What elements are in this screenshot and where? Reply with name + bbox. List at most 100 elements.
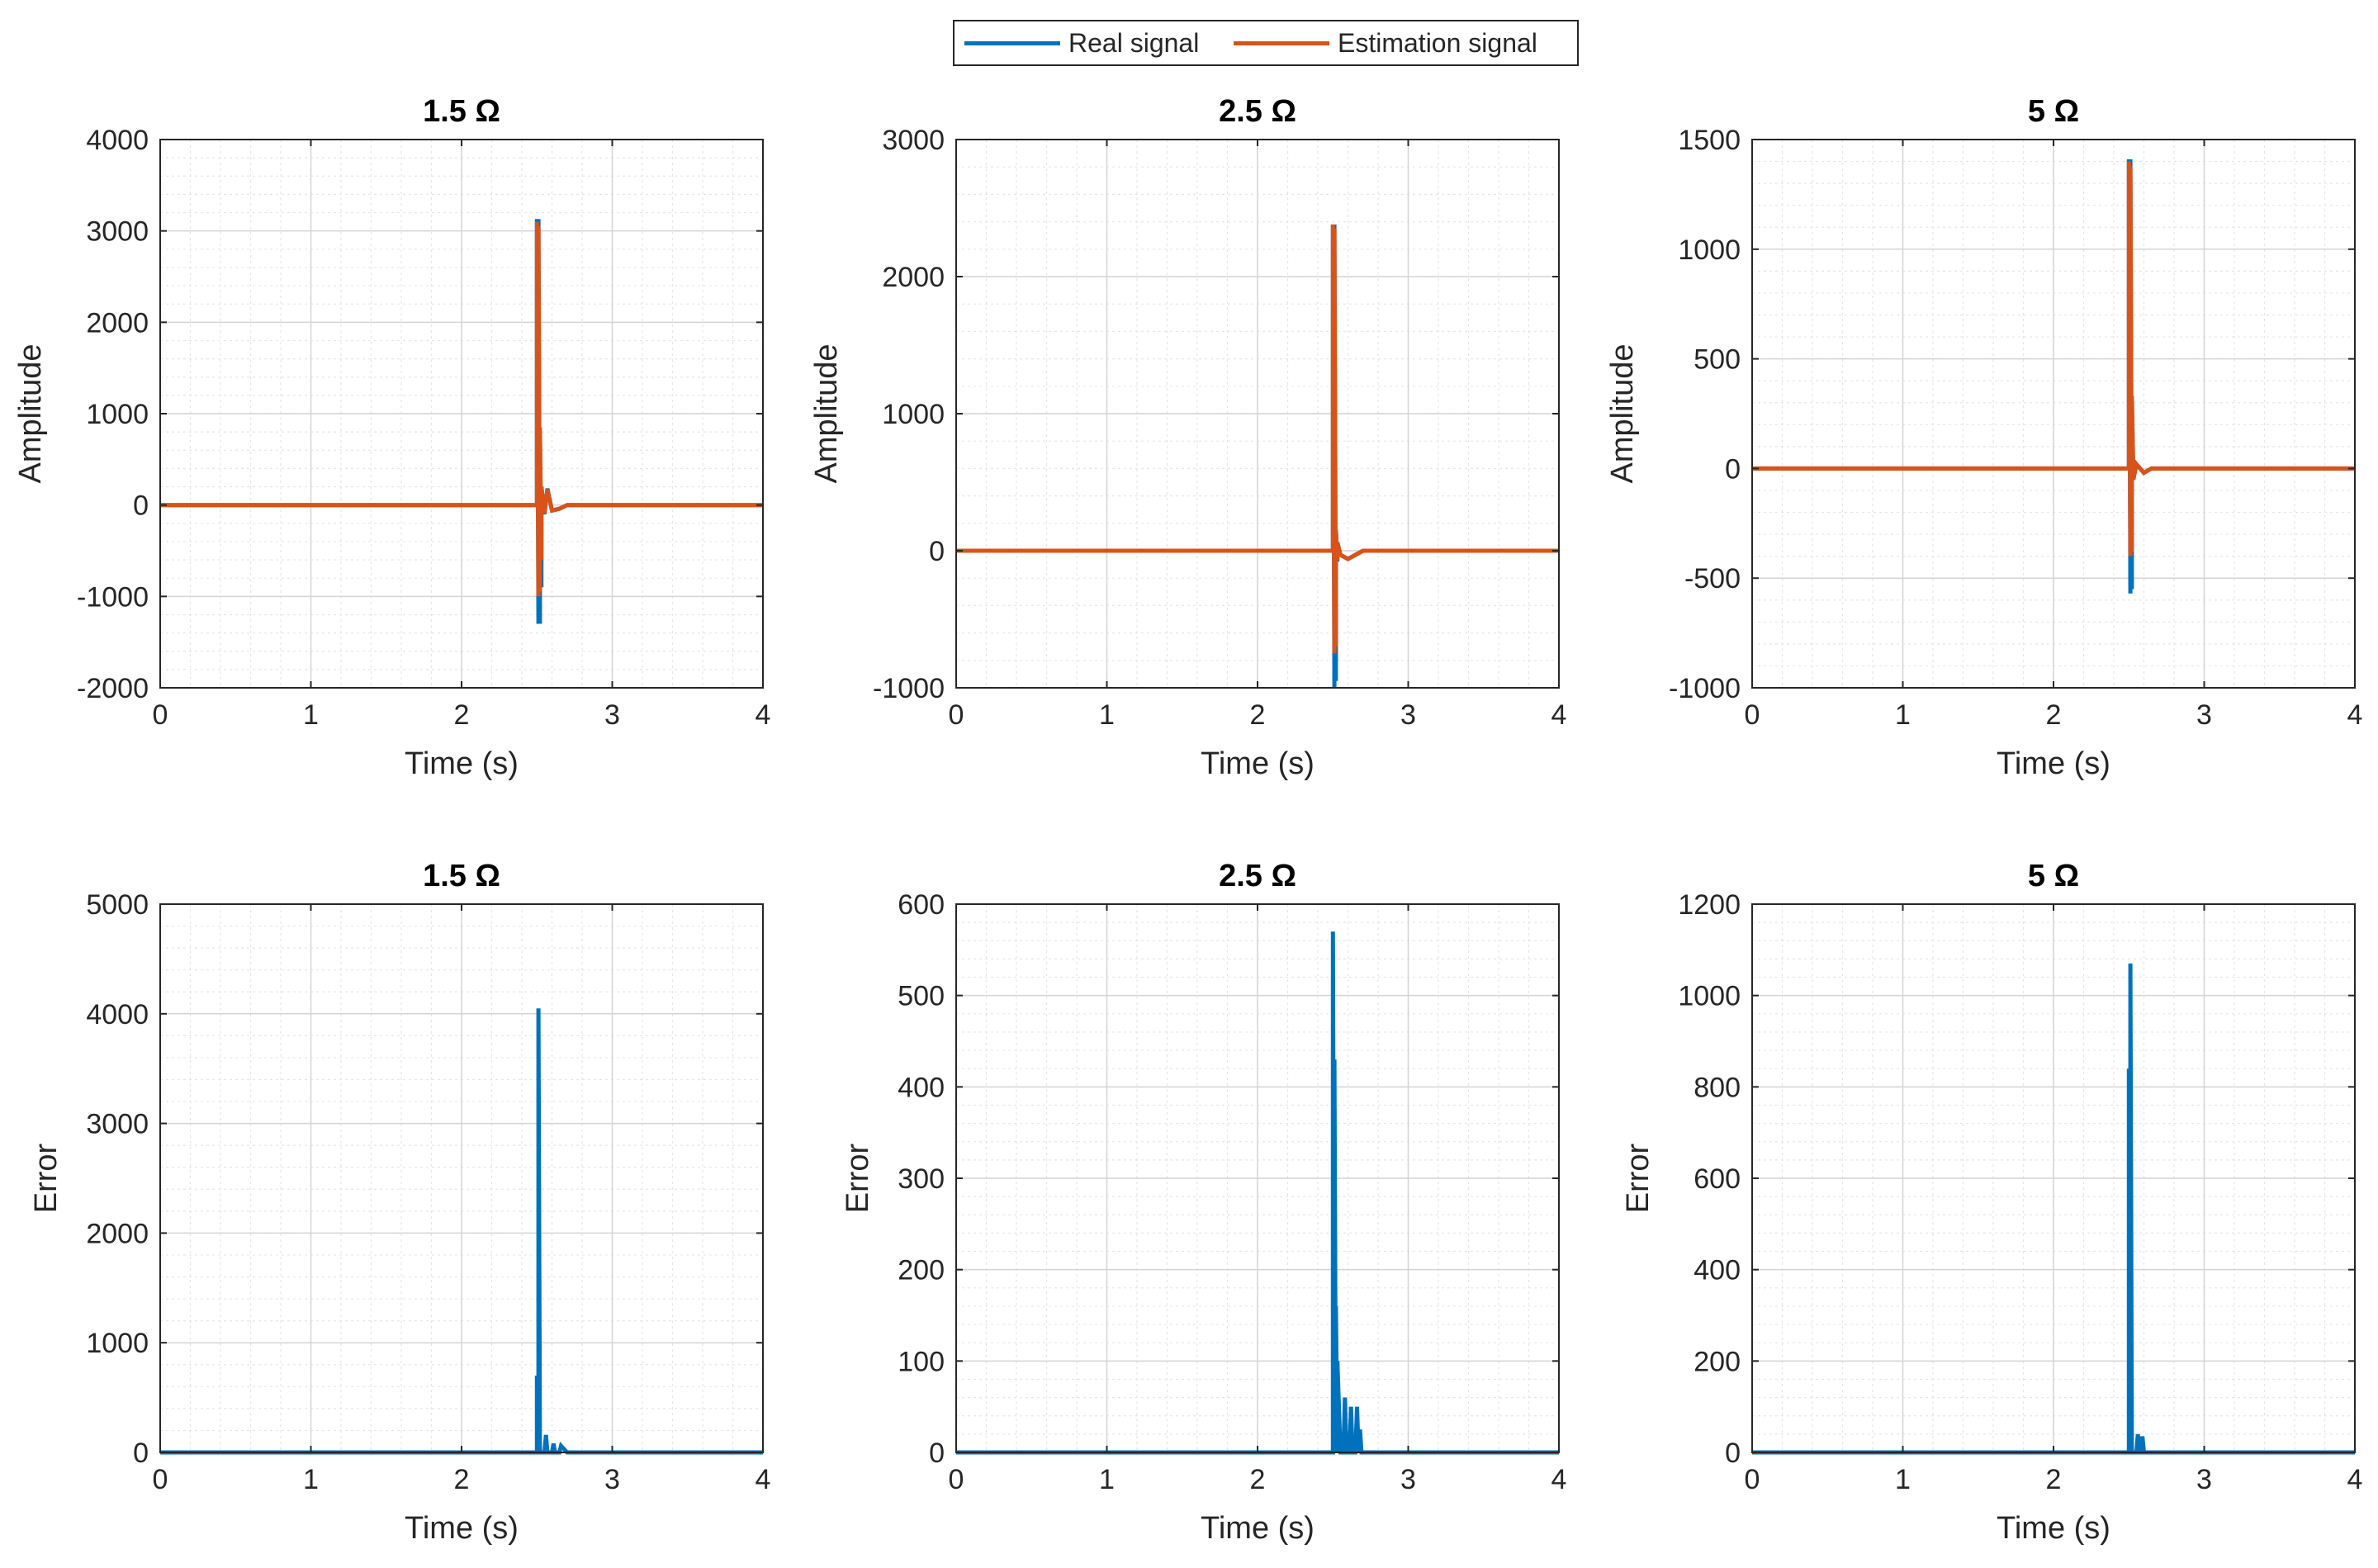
chart-title: 1.5 Ω [423, 859, 500, 893]
y-tick-label: 300 [898, 1163, 945, 1195]
y-tick-label: 500 [898, 981, 945, 1012]
legend-label-real: Real signal [1068, 27, 1200, 58]
y-tick-label: 5000 [86, 889, 149, 921]
y-tick-label: 1200 [1678, 889, 1741, 921]
y-tick-label: 1000 [1678, 981, 1741, 1012]
chart-title: 5 Ω [2028, 859, 2079, 893]
series-line-estimation [956, 224, 1559, 654]
y-tick-label: 1000 [1678, 234, 1741, 266]
x-tick-label: 0 [153, 699, 168, 731]
x-tick-label: 3 [1400, 699, 1416, 731]
y-tick-label: 400 [898, 1072, 945, 1103]
x-axis-label: Time (s) [405, 1511, 519, 1546]
x-tick-label: 2 [454, 1464, 470, 1495]
series-line-estimation [160, 221, 763, 597]
x-tick-label: 4 [2347, 1464, 2363, 1495]
y-tick-label: -1000 [1669, 673, 1741, 704]
y-tick-label: 600 [898, 889, 945, 921]
x-tick-label: 1 [1895, 1464, 1911, 1495]
y-tick-label: 200 [1693, 1346, 1741, 1377]
y-tick-label: 0 [929, 536, 945, 567]
x-tick-label: 2 [1250, 1464, 1266, 1495]
chart-title: 2.5 Ω [1219, 94, 1296, 129]
legend-swatch-real [964, 40, 1060, 45]
x-tick-label: 2 [2046, 1464, 2062, 1495]
x-tick-label: 3 [2196, 699, 2212, 731]
legend-item-real: Real signal [964, 21, 1199, 64]
y-axis-label: Amplitude [1605, 344, 1640, 484]
chart-panel-6: 0 1 2 3 4 0 200 400 600 800 1000 1200 5 Ω Time (s) Err… [1621, 859, 2362, 1546]
y-tick-label: -500 [1684, 563, 1741, 595]
y-tick-label: 0 [133, 1438, 149, 1469]
y-axis-label: Error [841, 1143, 875, 1213]
y-tick-label: 2000 [882, 262, 945, 293]
x-tick-label: 4 [1551, 1464, 1567, 1495]
x-tick-label: 1 [1895, 699, 1911, 731]
y-tick-label: 4000 [86, 999, 149, 1030]
x-tick-label: 0 [153, 1464, 168, 1495]
x-tick-label: 0 [949, 699, 964, 731]
x-axis-label: Time (s) [405, 746, 519, 781]
y-axis-label: Amplitude [13, 344, 48, 484]
x-tick-label: 0 [1745, 1464, 1760, 1495]
x-tick-label: 1 [303, 699, 319, 731]
y-tick-label: 1000 [882, 399, 945, 430]
legend-item-estimation: Estimation signal [1234, 21, 1537, 64]
y-tick-label: 0 [133, 490, 149, 522]
y-axis-label: Amplitude [809, 344, 844, 484]
x-axis-label: Time (s) [1997, 1511, 2110, 1546]
legend-swatch-estimation [1234, 40, 1329, 45]
x-tick-label: 2 [2046, 699, 2062, 731]
series-line-real [160, 1008, 763, 1455]
x-tick-label: 4 [2347, 699, 2363, 731]
series-line-real [956, 931, 1559, 1455]
y-tick-label: 500 [1693, 344, 1741, 376]
y-tick-label: 3000 [86, 1109, 149, 1140]
y-tick-label: 3000 [86, 216, 149, 248]
x-tick-label: 2 [1250, 699, 1266, 731]
x-tick-label: 0 [949, 1464, 964, 1495]
x-tick-label: 3 [1400, 1464, 1416, 1495]
chart-panel-4: 0 1 2 3 4 0 1000 2000 3000 4000 5000 1.5 Ω Time (s) E… [29, 859, 770, 1546]
x-tick-label: 3 [604, 699, 620, 731]
x-axis-label: Time (s) [1201, 1511, 1315, 1546]
x-tick-label: 2 [454, 699, 470, 731]
x-axis-label: Time (s) [1997, 746, 2110, 781]
y-tick-label: -1000 [873, 673, 945, 704]
y-tick-label: 2000 [86, 307, 149, 339]
y-axis-label: Error [29, 1143, 64, 1213]
x-tick-label: 1 [303, 1464, 319, 1495]
y-tick-label: -2000 [77, 673, 149, 704]
chart-title: 2.5 Ω [1219, 859, 1296, 893]
chart-panel-3: 0 1 2 3 4 -1000 -500 0 500 1000 1500 5 Ω Time (s) Amp… [1605, 94, 2362, 781]
y-tick-label: -1000 [77, 581, 149, 613]
y-tick-label: 800 [1693, 1072, 1741, 1103]
legend-label-estimation: Estimation signal [1338, 27, 1537, 58]
chart-panel-1: 0 1 2 3 4 -2000 -1000 0 1000 2000 3000 4000 1.5 Ω Tim… [13, 94, 770, 781]
y-tick-label: 0 [1725, 1438, 1741, 1469]
chart-title: 1.5 Ω [423, 94, 500, 129]
legend: Real signal Estimation signal [953, 20, 1579, 66]
y-tick-label: 100 [898, 1346, 945, 1377]
chart-title: 5 Ω [2028, 94, 2079, 129]
x-tick-label: 3 [2196, 1464, 2212, 1495]
x-tick-label: 0 [1745, 699, 1760, 731]
x-tick-label: 4 [1551, 699, 1567, 731]
y-tick-label: 3000 [882, 125, 945, 156]
series-line-estimation [1752, 161, 2355, 557]
y-tick-label: 1000 [86, 1328, 149, 1359]
x-axis-label: Time (s) [1201, 746, 1315, 781]
y-tick-label: 400 [1693, 1255, 1741, 1286]
y-tick-label: 0 [929, 1438, 945, 1469]
y-tick-label: 0 [1725, 453, 1741, 485]
x-tick-label: 4 [756, 699, 771, 731]
x-tick-label: 1 [1099, 699, 1115, 731]
x-tick-label: 3 [604, 1464, 620, 1495]
y-tick-label: 4000 [86, 125, 149, 156]
x-tick-label: 1 [1099, 1464, 1115, 1495]
y-tick-label: 1500 [1678, 125, 1741, 156]
y-tick-label: 2000 [86, 1218, 149, 1249]
chart-panel-5: 0 1 2 3 4 0 100 200 300 400 500 600 2.5 Ω Time (s) Err… [841, 859, 1566, 1546]
